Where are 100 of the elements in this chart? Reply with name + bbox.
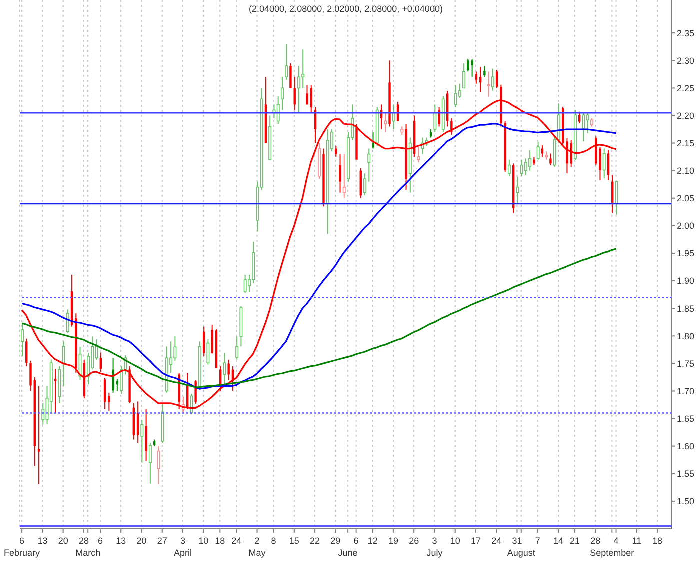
- x-tick-label: 17: [470, 536, 481, 546]
- candlestick: [566, 138, 568, 174]
- x-tick-label: 10: [450, 536, 460, 546]
- candlestick: [21, 322, 24, 358]
- candlestick: [54, 368, 57, 414]
- x-tick-label: 3 April: [174, 536, 192, 558]
- candlestick: [536, 142, 540, 160]
- x-tick-label: 24: [232, 536, 242, 546]
- x-tick-label: 20: [58, 536, 68, 546]
- candlestick: [467, 58, 470, 72]
- y-tick-label: 2.10: [677, 166, 695, 176]
- x-tick-label: 22: [310, 536, 320, 546]
- x-tick-label: 15: [289, 536, 300, 546]
- candlestick: [244, 274, 247, 294]
- candlestick: [30, 360, 32, 392]
- candlestick: [38, 386, 40, 485]
- y-tick-label: 2.00: [677, 221, 695, 232]
- x-tick-label: March: [76, 548, 101, 558]
- x-tick-label: 29: [330, 536, 341, 546]
- candlestick: [384, 112, 388, 133]
- x-tick-label: 6: [354, 536, 359, 546]
- x-tick-label: 14: [554, 536, 564, 546]
- candlestick: [372, 132, 374, 150]
- y-tick-label: 1.55: [677, 469, 695, 480]
- x-tick-label: 21: [570, 536, 580, 546]
- x-tick-label: 8: [271, 536, 276, 546]
- candlestick: [335, 146, 338, 158]
- candlestick: [104, 378, 106, 410]
- x-tick-label: 6: [98, 536, 103, 546]
- candlestick: [475, 71, 478, 84]
- candlestick: [140, 419, 144, 464]
- y-tick-label: 1.95: [677, 248, 695, 259]
- candlestick: [339, 154, 342, 194]
- candlestick: [516, 176, 520, 204]
- candlestick: [417, 146, 420, 164]
- y-tick-label: 2.30: [677, 56, 695, 66]
- candlestick: [524, 158, 528, 176]
- y-tick-label: 2.25: [677, 83, 695, 94]
- candlestick: [607, 150, 610, 181]
- y-tick-label: 1.70: [677, 386, 695, 396]
- y-tick-label: 2.20: [677, 110, 695, 121]
- candlestick: [194, 380, 197, 404]
- y-tick-label: 2.05: [677, 194, 695, 204]
- x-tick-label: 24: [492, 536, 502, 546]
- candlestick: [236, 336, 239, 360]
- candlestick: [66, 309, 70, 334]
- candlestick: [508, 159, 511, 177]
- candlestick: [586, 113, 590, 134]
- x-tick-label: 11: [632, 536, 642, 546]
- x-tick-label: 28: [590, 536, 601, 546]
- candlestick: [148, 442, 152, 484]
- x-tick-label: 18: [652, 536, 663, 546]
- candlestick: [26, 338, 28, 367]
- x-tick-label: 13: [38, 536, 48, 546]
- x-tick-label: August: [507, 548, 536, 558]
- candlestick: [302, 49, 305, 89]
- candlestick: [496, 69, 498, 89]
- x-tick-label: 19: [388, 536, 398, 546]
- candlestick: [491, 68, 494, 92]
- candlestick: [364, 173, 367, 196]
- x-tick-label: 31: [512, 536, 522, 546]
- x-tick-label: 10: [198, 536, 209, 546]
- x-tick-label: 7: [535, 536, 540, 546]
- x-tick-label: 3 July: [426, 536, 444, 558]
- candlestick: [550, 153, 552, 166]
- candlestick: [484, 66, 486, 78]
- candlestick: [342, 154, 346, 199]
- candlestick: [471, 58, 474, 78]
- chart-title: (2.04000, 2.08000, 2.02000, 2.08000, +0.04000): [248, 4, 444, 15]
- candlestick: [520, 159, 524, 177]
- y-tick-label: 1.50: [677, 496, 695, 507]
- candlestick: [487, 71, 490, 98]
- candlestick: [100, 352, 102, 372]
- candlestick: [202, 326, 206, 358]
- x-tick-label: September: [590, 548, 634, 558]
- candlestick: [108, 392, 110, 412]
- candlestick: [280, 76, 284, 111]
- candlestick: [297, 66, 300, 114]
- candlestick: [615, 181, 618, 216]
- y-tick-label: 2.35: [677, 28, 695, 38]
- x-tick-label: 28: [78, 536, 89, 546]
- y-tick-label: 1.60: [677, 442, 695, 452]
- candlestick: [228, 359, 230, 381]
- candlestick: [120, 366, 124, 394]
- candlestick: [306, 84, 308, 106]
- x-tick-label: 18: [215, 536, 226, 546]
- candlestick: [290, 62, 292, 89]
- x-tick-label: 13: [116, 536, 126, 546]
- candlestick: [462, 62, 466, 89]
- candlestick: [602, 148, 606, 180]
- x-tick-label: 26: [409, 536, 420, 546]
- candlestick: [368, 148, 371, 182]
- candlestick: [223, 352, 226, 387]
- x-tick-label: 4: [614, 536, 619, 546]
- x-tick-label: 12: [368, 536, 378, 546]
- candlestick: [294, 76, 296, 111]
- candlestick: [78, 346, 82, 381]
- candlestick: [582, 113, 586, 142]
- candlestick: [528, 150, 532, 172]
- candlestick: [285, 44, 288, 80]
